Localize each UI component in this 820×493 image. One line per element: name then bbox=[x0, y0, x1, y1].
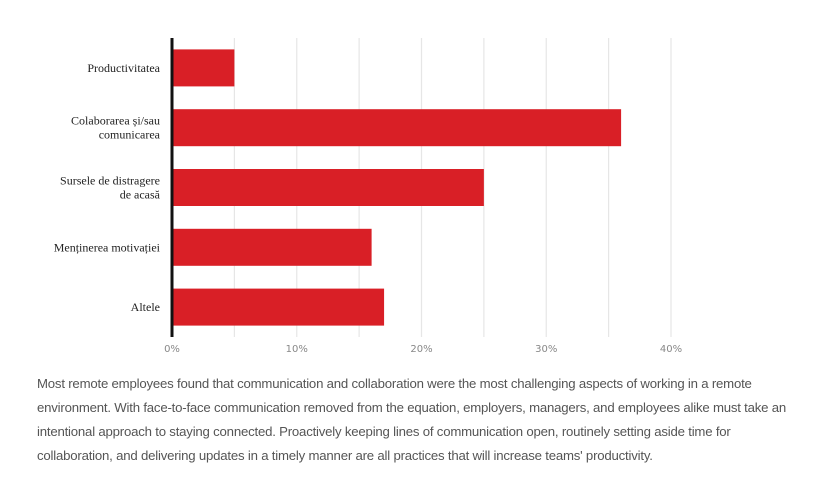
tick-label: 20% bbox=[410, 344, 432, 355]
tick-label: 10% bbox=[286, 344, 308, 355]
category-labels: Productivitatea Colaborarea și/saucomunic… bbox=[54, 61, 161, 314]
bar bbox=[172, 169, 484, 206]
chart-caption: Most remote employees found that communi… bbox=[37, 376, 787, 463]
bar bbox=[172, 288, 385, 326]
category-label: comunicarea bbox=[99, 128, 161, 142]
bar-chart: Productivitatea Colaborarea și/saucomunic… bbox=[54, 38, 682, 355]
bars bbox=[172, 49, 622, 326]
bar bbox=[172, 49, 235, 87]
tick-label: 30% bbox=[535, 344, 557, 355]
category-label: Menținerea motivației bbox=[54, 240, 161, 254]
category-label: Productivitatea bbox=[87, 61, 160, 75]
tick-label: 0% bbox=[164, 344, 180, 355]
bar bbox=[172, 109, 622, 147]
category-label: Altele bbox=[131, 300, 160, 314]
tick-labels: 0% 10% 20% 30% 40% bbox=[164, 344, 682, 355]
bar bbox=[172, 228, 372, 266]
category-label: Colaborarea și/sau bbox=[71, 114, 160, 128]
category-label: de acasă bbox=[120, 188, 161, 202]
tick-label: 40% bbox=[660, 344, 682, 355]
category-label: Sursele de distragere bbox=[60, 174, 160, 188]
